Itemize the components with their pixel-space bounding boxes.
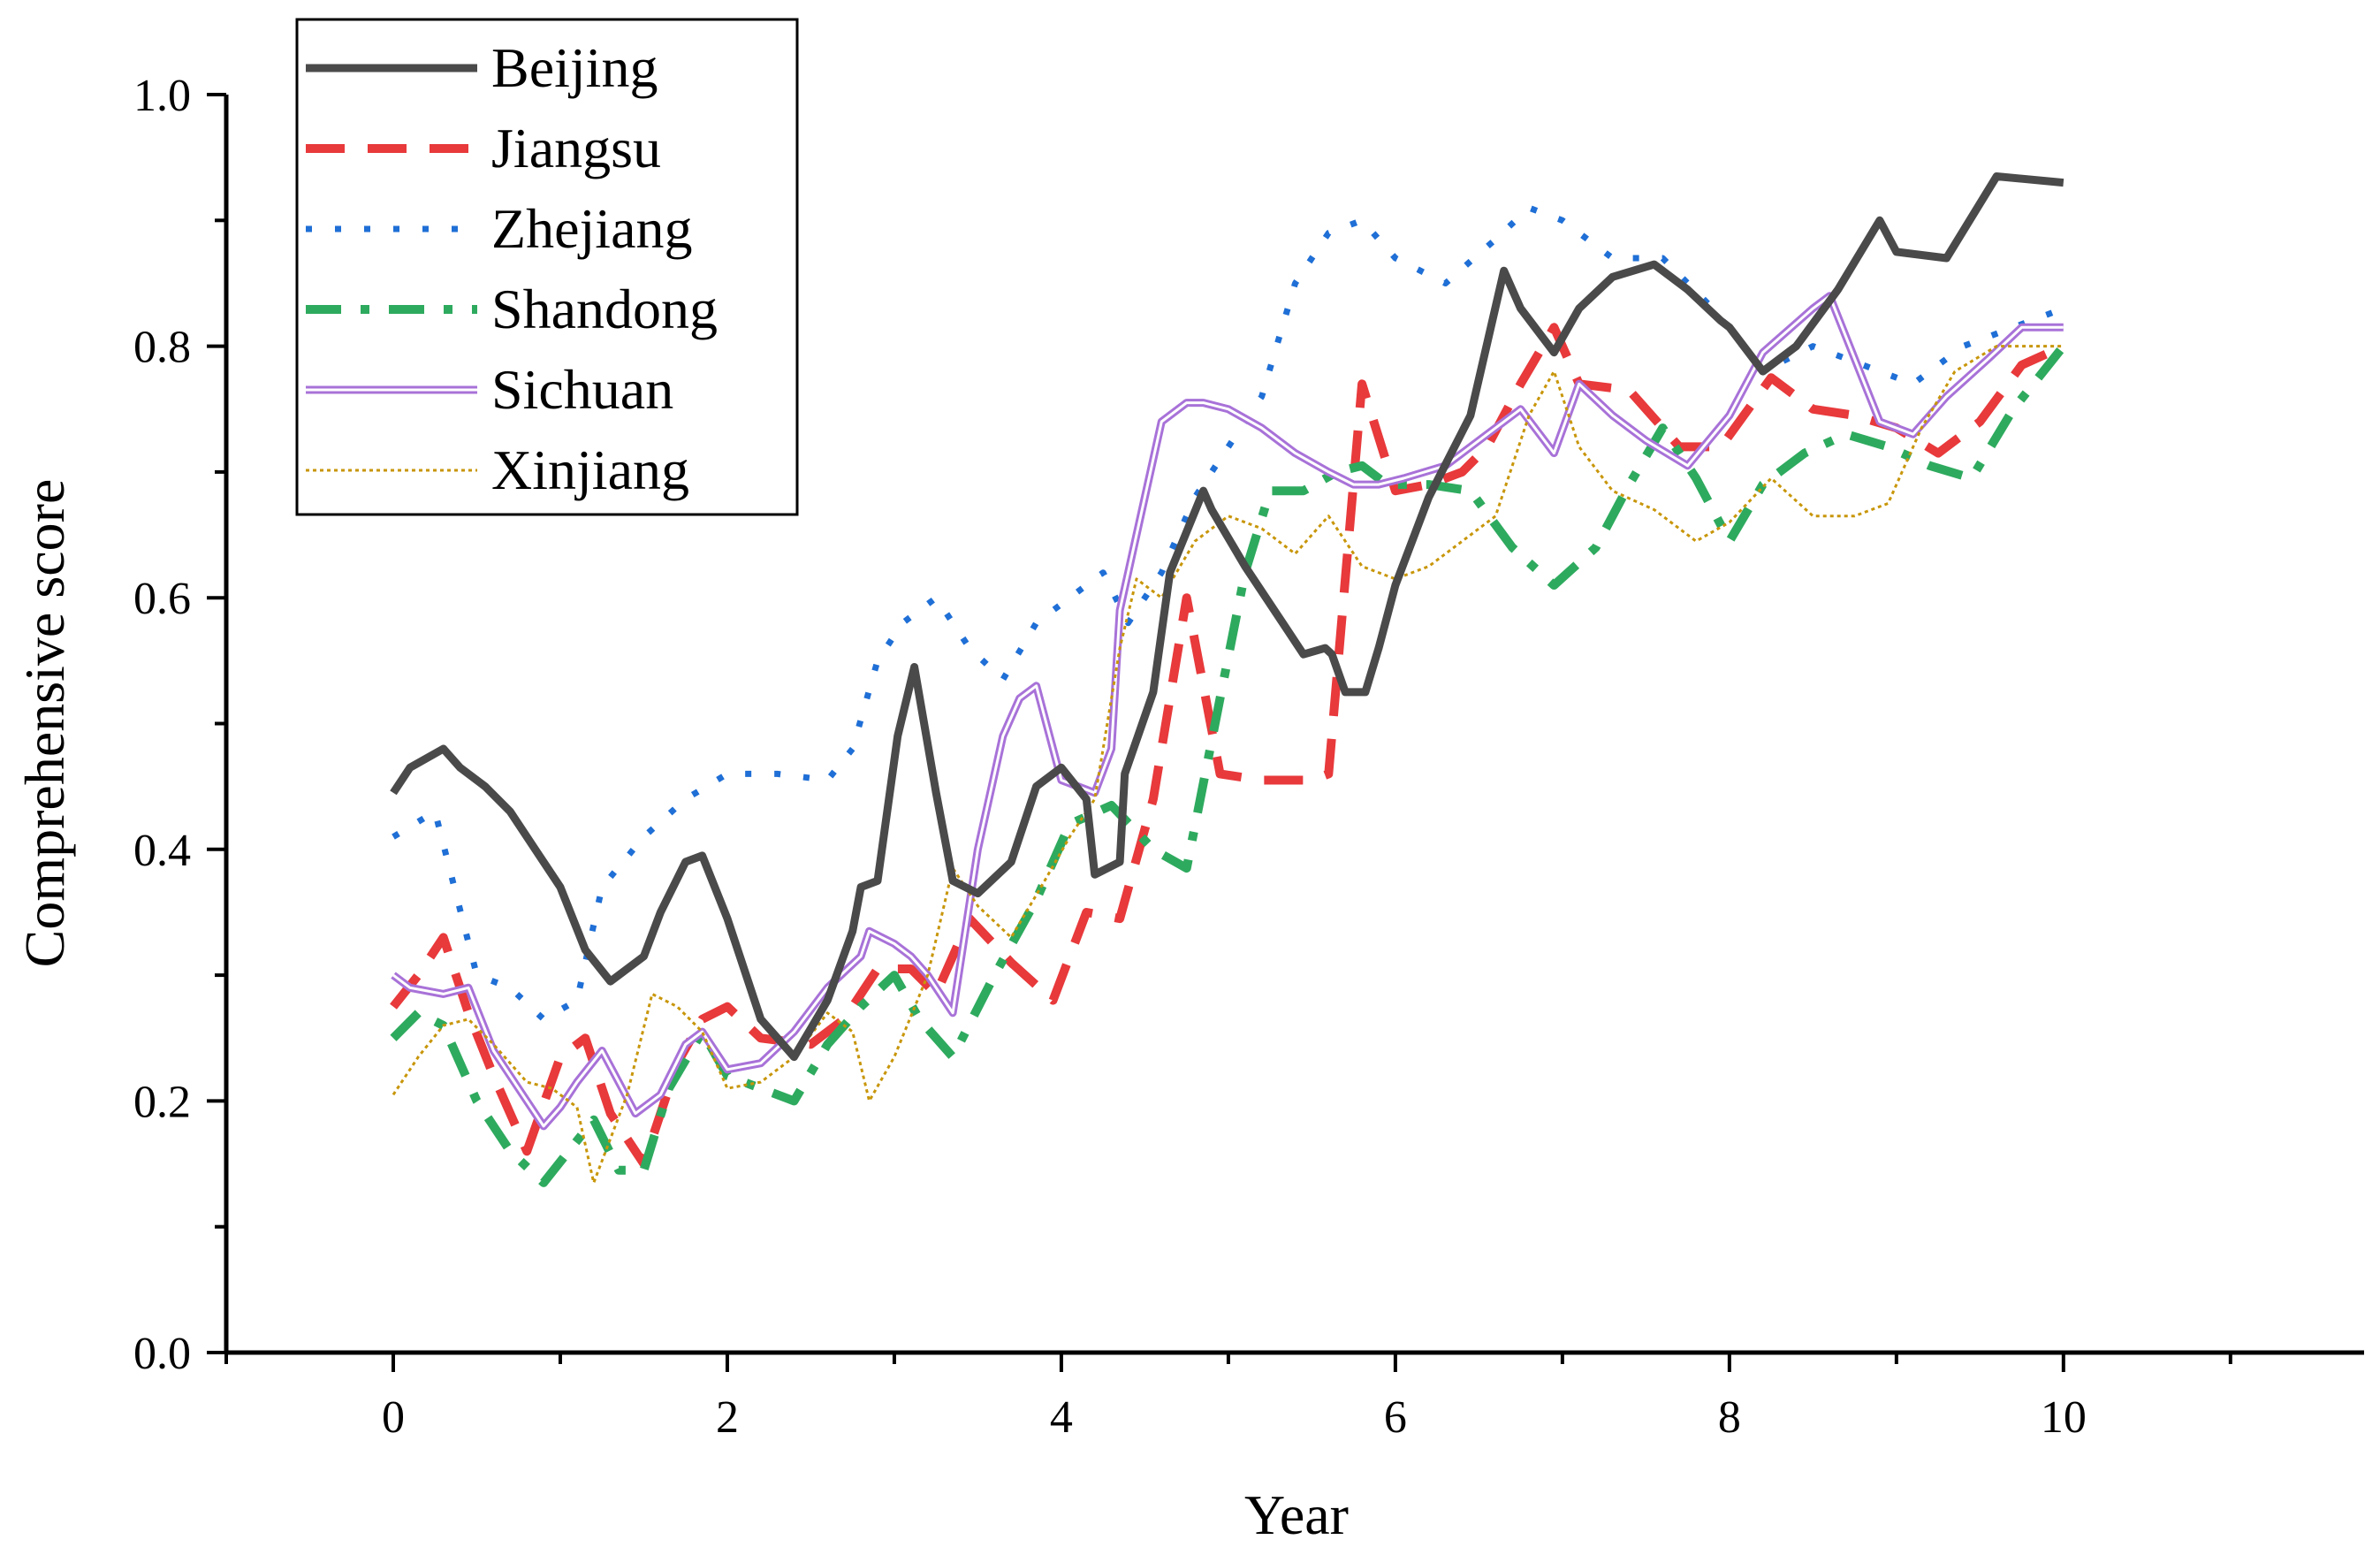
series-line-sichuan-inner [392,294,2064,1128]
y-tick-label: 0.2 [133,1077,191,1127]
legend-box [295,18,799,516]
y-tick-label: 0.0 [133,1329,191,1379]
y-tick-label: 0.4 [133,826,191,876]
plot-area [390,172,2067,1187]
series-line-xinjiang [392,345,2064,1185]
x-tick-label: 0 [382,1392,405,1443]
legend-label: Shandong [491,278,718,340]
legend-label: Sichuan [491,358,673,421]
series-line-shandong [390,343,2067,1187]
y-tick-label: 0.6 [133,574,191,624]
legend-label: Jiangsu [491,117,661,179]
y-ticks: 0.0 0.2 0.4 0.6 0.8 1.0 [133,71,226,1379]
series-line-beijing [390,172,2064,1062]
series-line-jiangsu [390,323,2065,1169]
x-tick-label: 2 [716,1392,739,1443]
x-ticks: 0 2 4 6 8 10 [224,1353,2232,1443]
legend-label: Xinjiang [491,438,689,501]
x-tick-label: 10 [2041,1392,2087,1443]
x-tick-label: 4 [1050,1392,1073,1443]
legend-label: Beijing [491,36,658,99]
y-tick-label: 0.8 [133,323,191,373]
legend: Beijing Jiangsu Zhejiang Shandong Sichuan Xin… [295,18,799,516]
legend-label: Zhejiang [491,197,692,260]
x-tick-label: 8 [1718,1392,1741,1443]
y-tick-label: 1.0 [133,71,191,121]
x-axis-label: Year [1244,1483,1349,1546]
y-axis-label: Comprehensive score [13,479,76,968]
x-tick-label: 6 [1384,1392,1407,1443]
